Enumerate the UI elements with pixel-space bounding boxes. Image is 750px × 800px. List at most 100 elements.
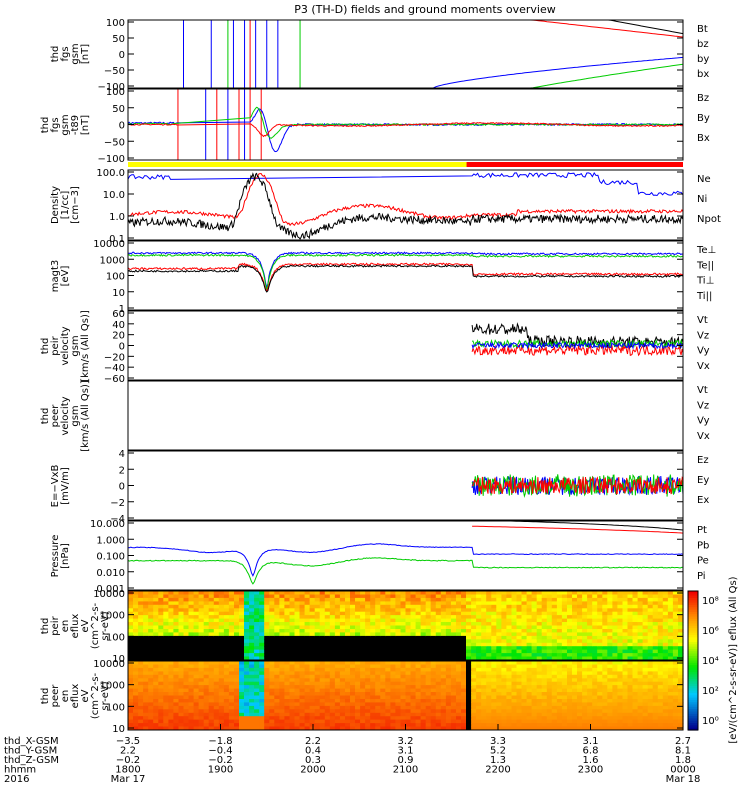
peir-spectrogram-cell	[274, 594, 280, 599]
peir-spectrogram-cell	[319, 629, 326, 633]
peir-spectrogram-cell	[324, 591, 331, 595]
peir-spectrogram-cell	[567, 604, 573, 609]
peir-spectrogram-cell	[133, 632, 139, 637]
peer-spectrogram-cell	[592, 712, 598, 717]
peir-spectrogram-cell	[254, 649, 260, 654]
peir-spectrogram-cell	[587, 639, 593, 644]
peer-spectrogram-cell	[234, 681, 240, 686]
peir-spectrogram-cell	[612, 622, 618, 626]
peir-spectrogram-cell	[678, 642, 684, 647]
peir-spectrogram-cell	[481, 635, 487, 640]
peer-spectrogram-cell	[647, 699, 654, 703]
peer-spectrogram-cell	[627, 702, 634, 707]
peer-spectrogram-cell	[491, 695, 497, 700]
peir-spectrogram-cell	[370, 632, 376, 637]
peer-spectrogram-cell	[662, 667, 669, 672]
peer-spectrogram-cell	[612, 685, 618, 690]
peir-spectrogram-cell	[456, 611, 462, 616]
peir-spectrogram-cell	[582, 604, 588, 609]
peer-spectrogram-cell	[435, 692, 442, 696]
peir-spectrogram-cell	[461, 642, 467, 647]
peir-spectrogram-cell	[556, 649, 563, 654]
peer-spectrogram-cell	[309, 667, 316, 672]
peir-spectrogram-cell	[193, 632, 200, 637]
peir-spectrogram-cell	[203, 642, 210, 647]
peir-spectrogram-cell	[294, 656, 301, 661]
peer-spectrogram-cell	[269, 702, 275, 707]
peer-spectrogram-cell	[506, 699, 512, 703]
legend-entry: Bt	[697, 24, 708, 35]
peir-spectrogram-cell	[607, 642, 613, 647]
peir-spectrogram-cell	[254, 604, 260, 609]
peir-spectrogram-cell	[582, 629, 588, 633]
peer-spectrogram-cell	[370, 661, 376, 665]
peer-spectrogram-cell	[193, 667, 200, 672]
peir-spectrogram-cell	[198, 629, 205, 633]
peir-spectrogram-cell	[672, 625, 679, 630]
peir-spectrogram-cell	[294, 629, 301, 633]
peir-spectrogram-cell	[410, 649, 417, 654]
peir-spectrogram-cell	[471, 642, 477, 647]
peir-spectrogram-cell	[597, 656, 603, 661]
peir-spectrogram-cell	[425, 649, 432, 654]
peir-spectrogram-cell	[289, 639, 296, 644]
peer-spectrogram-cell	[375, 719, 381, 724]
peer-spectrogram-cell	[410, 674, 417, 679]
peer-spectrogram-cell	[304, 723, 311, 728]
peer-spectrogram-cell	[203, 719, 210, 724]
peir-spectrogram-cell	[269, 632, 275, 637]
peir-spectrogram-cell	[314, 639, 321, 644]
peir-spectrogram-cell	[420, 608, 427, 613]
peir-spectrogram-cell	[173, 653, 179, 658]
peir-spectrogram-cell	[602, 611, 608, 616]
peir-spectrogram-cell	[672, 597, 679, 602]
peir-spectrogram-cell	[329, 604, 336, 609]
peir-spectrogram-cell	[148, 625, 154, 630]
peer-spectrogram-cell	[561, 705, 568, 710]
peir-spectrogram-cell	[430, 604, 437, 609]
peer-spectrogram-cell	[496, 702, 502, 707]
peer-spectrogram-cell	[501, 692, 507, 696]
peer-spectrogram-cell	[430, 674, 437, 679]
peer-spectrogram-cell	[627, 723, 634, 728]
peer-spectrogram-cell	[400, 723, 407, 728]
peir-spectrogram-cell	[350, 594, 356, 599]
peer-spectrogram-cell	[461, 699, 467, 703]
peir-spectrogram-cell	[203, 594, 210, 599]
peer-spectrogram-cell	[491, 685, 497, 690]
peir-spectrogram-cell	[572, 597, 578, 602]
peir-spectrogram-cell	[410, 597, 417, 602]
peir-spectrogram-cell	[218, 629, 225, 633]
peir-spectrogram-cell	[143, 615, 149, 620]
peer-spectrogram-cell	[501, 667, 507, 672]
peir-spectrogram-cell	[561, 604, 568, 609]
peir-spectrogram-cell	[163, 608, 169, 613]
legend-entry: Pb	[697, 540, 709, 551]
peer-spectrogram-cell	[183, 719, 190, 724]
peer-spectrogram-cell	[627, 712, 634, 717]
peer-spectrogram-cell	[203, 685, 210, 690]
peer-spectrogram-cell	[637, 671, 644, 676]
peir-spectrogram-cell	[466, 646, 472, 651]
peer-spectrogram-cell	[481, 695, 487, 700]
peir-spectrogram-cell	[551, 642, 558, 647]
peir-spectrogram-cell	[526, 639, 533, 644]
peir-spectrogram-cell	[435, 594, 442, 599]
peer-spectrogram-cell	[617, 712, 623, 717]
peer-spectrogram-cell	[193, 678, 200, 683]
peer-spectrogram-cell	[329, 671, 336, 676]
peir-spectrogram-cell	[339, 615, 346, 620]
peer-spectrogram-cell	[536, 695, 543, 700]
peir-spectrogram-cell	[355, 632, 361, 637]
peer-spectrogram-cell	[314, 695, 321, 700]
peir-spectrogram-cell	[264, 591, 270, 595]
peir-spectrogram-cell	[415, 639, 422, 644]
peir-spectrogram-cell	[456, 625, 462, 630]
peir-spectrogram-cell	[239, 604, 245, 609]
peir-spectrogram-cell	[350, 622, 356, 626]
peer-spectrogram-cell	[445, 719, 452, 724]
peer-spectrogram-cell	[461, 667, 467, 672]
peir-spectrogram-cell	[234, 632, 240, 637]
peer-spectrogram-cell	[334, 709, 341, 714]
peer-spectrogram-cell	[587, 716, 593, 721]
